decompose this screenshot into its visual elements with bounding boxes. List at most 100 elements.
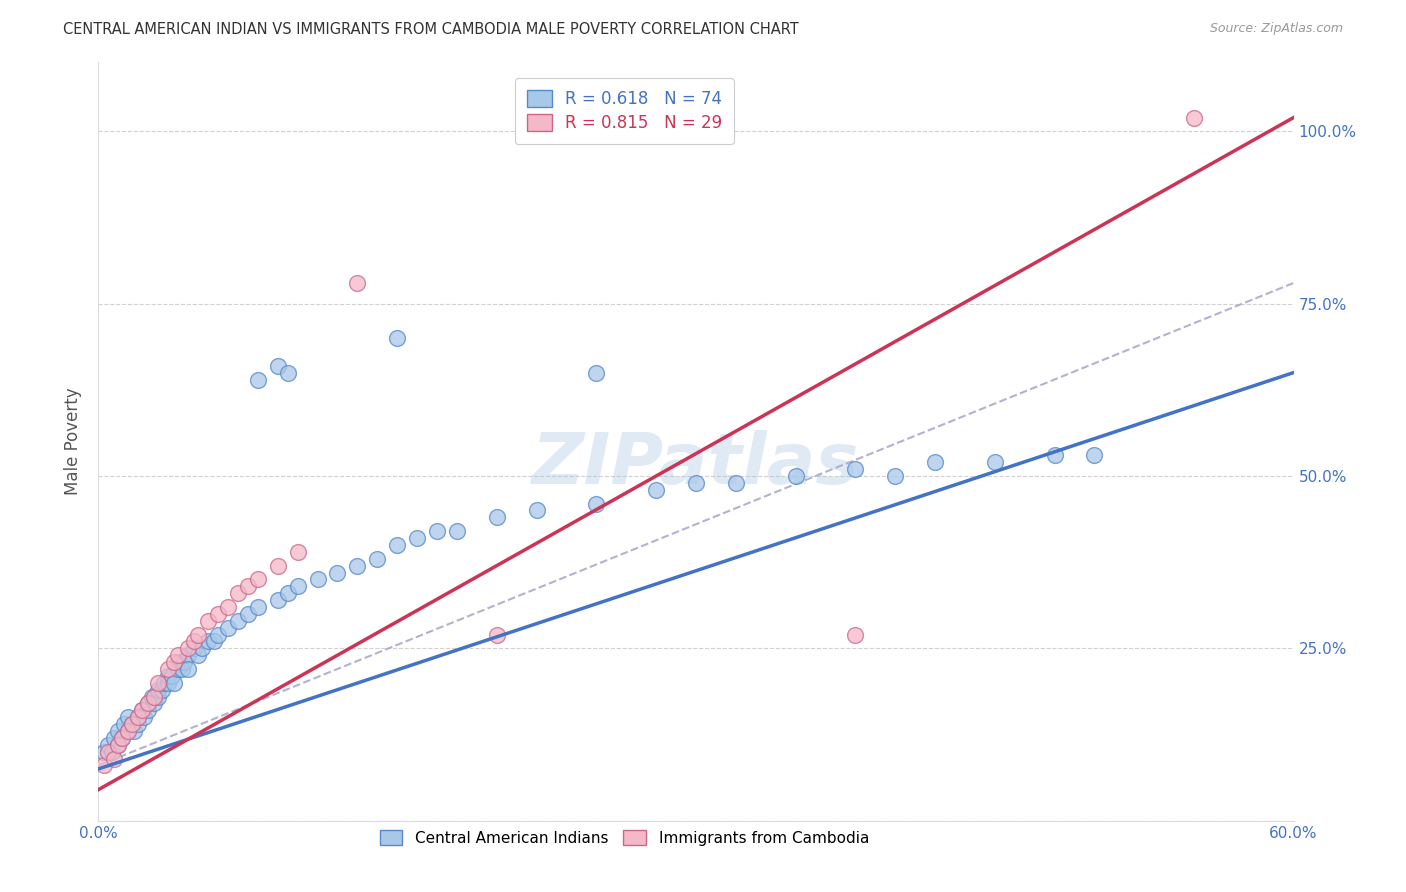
Point bbox=[183, 641, 205, 656]
Point bbox=[124, 724, 146, 739]
Point bbox=[103, 751, 125, 765]
Point bbox=[191, 641, 214, 656]
Point bbox=[153, 675, 176, 690]
Point bbox=[131, 703, 153, 717]
Point bbox=[127, 710, 149, 724]
Point bbox=[526, 503, 548, 517]
Text: ZIPatlas: ZIPatlas bbox=[533, 430, 859, 499]
Point bbox=[207, 607, 229, 621]
Point bbox=[197, 634, 219, 648]
Point bbox=[107, 724, 129, 739]
Point bbox=[226, 586, 249, 600]
Point bbox=[287, 579, 309, 593]
Point bbox=[172, 662, 194, 676]
Point bbox=[207, 627, 229, 641]
Point bbox=[197, 614, 219, 628]
Point bbox=[117, 724, 139, 739]
Point bbox=[844, 627, 866, 641]
Point bbox=[217, 599, 239, 614]
Point bbox=[287, 545, 309, 559]
Point bbox=[131, 703, 153, 717]
Point bbox=[187, 648, 209, 663]
Point bbox=[157, 662, 180, 676]
Point bbox=[385, 538, 409, 552]
Point bbox=[160, 669, 183, 683]
Point bbox=[226, 614, 249, 628]
Point bbox=[924, 455, 946, 469]
Point bbox=[111, 731, 134, 745]
Point bbox=[267, 558, 290, 573]
Point bbox=[111, 731, 134, 745]
Point bbox=[884, 469, 907, 483]
Point bbox=[121, 717, 143, 731]
Point bbox=[117, 724, 139, 739]
Point bbox=[101, 745, 124, 759]
Point bbox=[346, 558, 368, 573]
Point bbox=[346, 276, 368, 290]
Point bbox=[267, 359, 290, 373]
Point bbox=[485, 510, 508, 524]
Point bbox=[277, 586, 299, 600]
Point bbox=[148, 690, 170, 704]
Point bbox=[177, 641, 200, 656]
Point bbox=[246, 599, 269, 614]
Point bbox=[236, 579, 259, 593]
Point bbox=[785, 469, 807, 483]
Point bbox=[143, 697, 166, 711]
Point bbox=[1182, 111, 1205, 125]
Point bbox=[645, 483, 668, 497]
Point bbox=[121, 717, 143, 731]
Point bbox=[685, 475, 707, 490]
Point bbox=[426, 524, 449, 538]
Point bbox=[202, 634, 225, 648]
Point bbox=[134, 710, 156, 724]
Point bbox=[173, 655, 195, 669]
Point bbox=[112, 717, 135, 731]
Point bbox=[127, 717, 149, 731]
Point bbox=[844, 462, 866, 476]
Point bbox=[117, 710, 139, 724]
Point bbox=[127, 710, 149, 724]
Legend: Central American Indians, Immigrants from Cambodia: Central American Indians, Immigrants fro… bbox=[370, 821, 879, 855]
Point bbox=[167, 655, 190, 669]
Point bbox=[167, 648, 190, 663]
Point bbox=[183, 634, 205, 648]
Point bbox=[177, 662, 200, 676]
Point bbox=[107, 738, 129, 752]
Point bbox=[136, 703, 159, 717]
Point bbox=[267, 593, 290, 607]
Point bbox=[1083, 448, 1105, 462]
Point bbox=[446, 524, 468, 538]
Point bbox=[246, 573, 269, 587]
Point bbox=[724, 475, 747, 490]
Point bbox=[246, 372, 269, 386]
Point bbox=[93, 758, 115, 772]
Point bbox=[307, 573, 329, 587]
Point bbox=[236, 607, 259, 621]
Y-axis label: Male Poverty: Male Poverty bbox=[65, 388, 83, 495]
Point bbox=[93, 745, 115, 759]
Point bbox=[163, 655, 186, 669]
Point bbox=[150, 682, 173, 697]
Text: Source: ZipAtlas.com: Source: ZipAtlas.com bbox=[1209, 22, 1343, 36]
Point bbox=[217, 621, 239, 635]
Point bbox=[163, 675, 186, 690]
Point bbox=[148, 675, 170, 690]
Point bbox=[148, 682, 170, 697]
Point bbox=[187, 627, 209, 641]
Text: CENTRAL AMERICAN INDIAN VS IMMIGRANTS FROM CAMBODIA MALE POVERTY CORRELATION CHA: CENTRAL AMERICAN INDIAN VS IMMIGRANTS FR… bbox=[63, 22, 799, 37]
Point bbox=[143, 690, 166, 704]
Point bbox=[406, 531, 429, 545]
Point bbox=[585, 497, 607, 511]
Point bbox=[385, 331, 409, 345]
Point bbox=[157, 675, 180, 690]
Point bbox=[984, 455, 1007, 469]
Point bbox=[157, 669, 180, 683]
Point bbox=[277, 366, 299, 380]
Point bbox=[141, 690, 163, 704]
Point bbox=[585, 366, 607, 380]
Point bbox=[107, 738, 129, 752]
Point bbox=[366, 551, 388, 566]
Point bbox=[136, 697, 159, 711]
Point bbox=[485, 627, 508, 641]
